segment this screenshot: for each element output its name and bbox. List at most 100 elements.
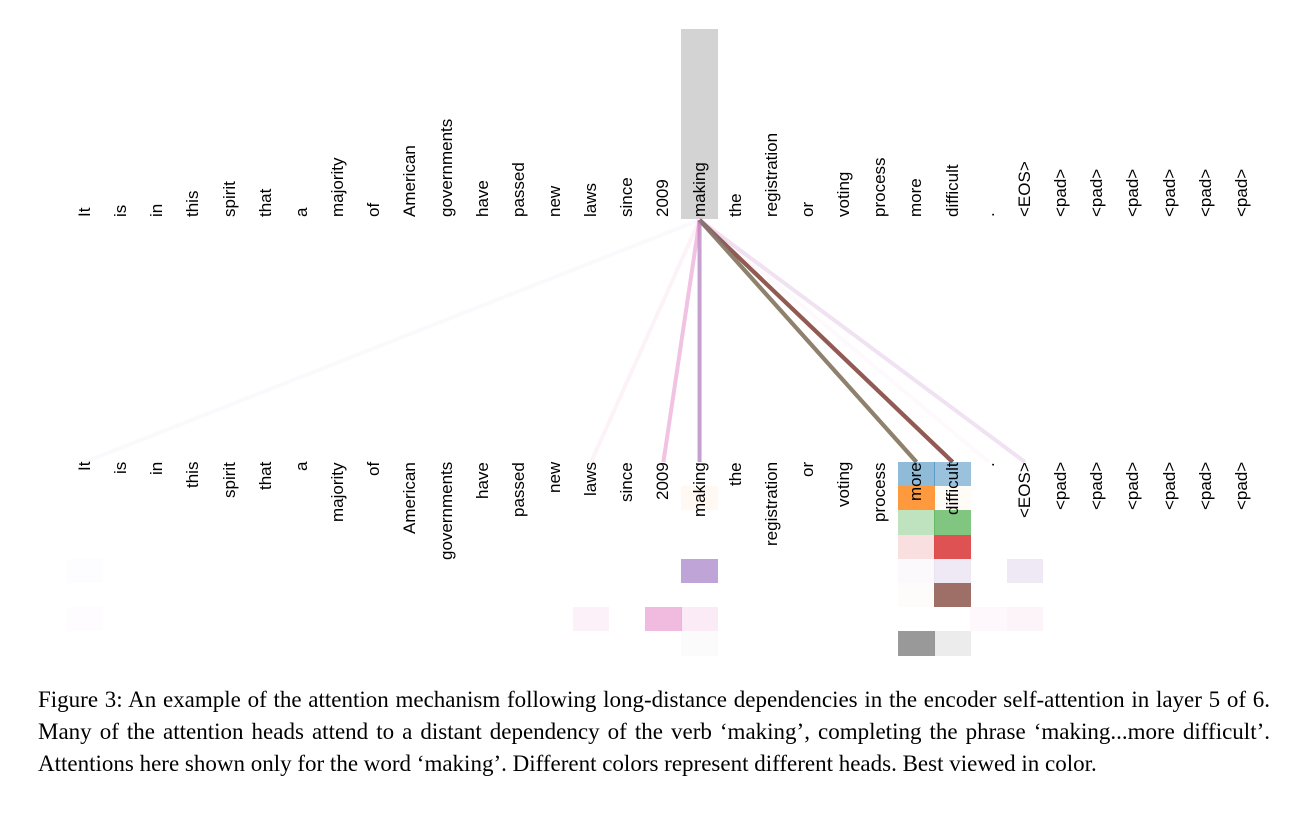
query-token: <pad> [1087, 168, 1107, 217]
key-token: voting [834, 461, 854, 507]
query-token: <pad> [1159, 168, 1179, 217]
head-6-weight-block [1006, 607, 1044, 632]
query-token: 2009 [653, 179, 673, 217]
head-7-weight-block [681, 631, 718, 655]
key-token: governments [436, 461, 456, 560]
query-token: a [291, 207, 311, 217]
query-token: American [400, 145, 420, 217]
head-5-weight-block [898, 583, 935, 607]
head-6-attention-line [589, 219, 702, 463]
key-token: a [291, 461, 311, 471]
query-token: voting [834, 171, 854, 217]
key-token: <pad> [1087, 461, 1107, 510]
head-6-attention-line [698, 218, 1027, 464]
query-token: have [472, 180, 492, 217]
head-7-attention-line [698, 218, 918, 464]
head-7-weight-block [898, 631, 935, 656]
key-token: in [147, 461, 167, 475]
query-token: laws [581, 182, 601, 217]
key-token: new [544, 461, 564, 493]
query-token: process [870, 157, 890, 217]
head-6-weight-block [681, 607, 718, 632]
head-4-weight-block [898, 558, 935, 583]
key-token: of [364, 461, 384, 476]
head-7-weight-block [934, 631, 971, 656]
head-5-attention-line [698, 218, 954, 464]
query-token: <pad> [1231, 168, 1251, 217]
key-token: that [255, 461, 275, 490]
query-token: It [75, 207, 94, 217]
query-token: registration [761, 132, 781, 217]
head-4-weight-block [934, 558, 971, 583]
query-token: making [689, 162, 709, 217]
head-4-weight-block [1006, 558, 1044, 583]
key-token: laws [581, 461, 601, 496]
key-token: or [798, 461, 817, 477]
query-token: . [978, 212, 998, 217]
query-token: majority [328, 157, 348, 217]
query-token: since [617, 177, 637, 217]
head-4-weight-block [681, 558, 718, 583]
key-token: have [472, 462, 492, 499]
key-token: <EOS> [1014, 462, 1034, 518]
key-token: American [400, 462, 420, 534]
key-token: since [617, 462, 637, 502]
query-token: of [364, 202, 384, 217]
query-token: is [111, 204, 131, 217]
key-token: this [183, 461, 203, 488]
key-token: difficult [942, 462, 962, 515]
query-token: the [725, 193, 745, 217]
key-token: majority [328, 462, 348, 522]
key-token: <pad> [1159, 461, 1179, 510]
head-0-weight-block [898, 462, 935, 487]
head-4-weight-block [67, 559, 104, 583]
head-1-weight-block [898, 486, 935, 511]
head-6-weight-block [645, 607, 682, 632]
key-token: It [75, 461, 94, 471]
query-token: governments [436, 118, 456, 217]
query-token: more [906, 178, 926, 217]
key-token: 2009 [653, 462, 673, 500]
query-token: passed [508, 162, 528, 217]
attention-figure: It is in this spirit that a majority of American g… [67, 29, 1251, 656]
query-token: this [183, 190, 203, 217]
key-token: registration [761, 461, 781, 546]
head-1-weight-block [681, 486, 718, 511]
query-token: that [255, 188, 275, 217]
key-token: making [689, 462, 709, 517]
head-6-attention-line [661, 219, 702, 463]
key-token: is [111, 461, 131, 474]
head-6-weight-block [970, 607, 1008, 632]
query-token: new [544, 185, 564, 217]
query-token: <EOS> [1014, 161, 1034, 217]
key-token: spirit [219, 462, 239, 498]
query-token: <pad> [1195, 168, 1215, 217]
key-token: more [906, 462, 926, 501]
key-token: <pad> [1231, 461, 1251, 510]
head-5-weight-block [934, 583, 971, 608]
head-6-weight-block [67, 607, 104, 631]
head-2-weight-block [898, 510, 935, 535]
query-token: difficult [942, 164, 962, 217]
query-token: in [147, 203, 167, 217]
key-token: passed [508, 462, 528, 517]
key-token: the [725, 462, 745, 486]
head-4-attention-line [698, 218, 1027, 464]
head-3-weight-block [934, 534, 971, 559]
head-6-weight-block [572, 607, 610, 632]
query-token: <pad> [1051, 168, 1071, 217]
head-3-weight-block [898, 534, 935, 559]
key-token: <pad> [1123, 461, 1143, 510]
key-token: <pad> [1051, 461, 1071, 510]
head-6-attention-line [698, 218, 991, 464]
head-2-weight-block [934, 510, 971, 535]
attention-lines [589, 218, 1027, 464]
query-token: or [798, 201, 817, 217]
query-token: <pad> [1123, 168, 1143, 217]
head-7-attention-line [698, 218, 954, 464]
query-token: spirit [219, 181, 239, 217]
key-token: process [870, 462, 890, 522]
key-token: . [978, 462, 998, 467]
key-token: <pad> [1195, 461, 1215, 510]
query-highlight [681, 29, 718, 219]
